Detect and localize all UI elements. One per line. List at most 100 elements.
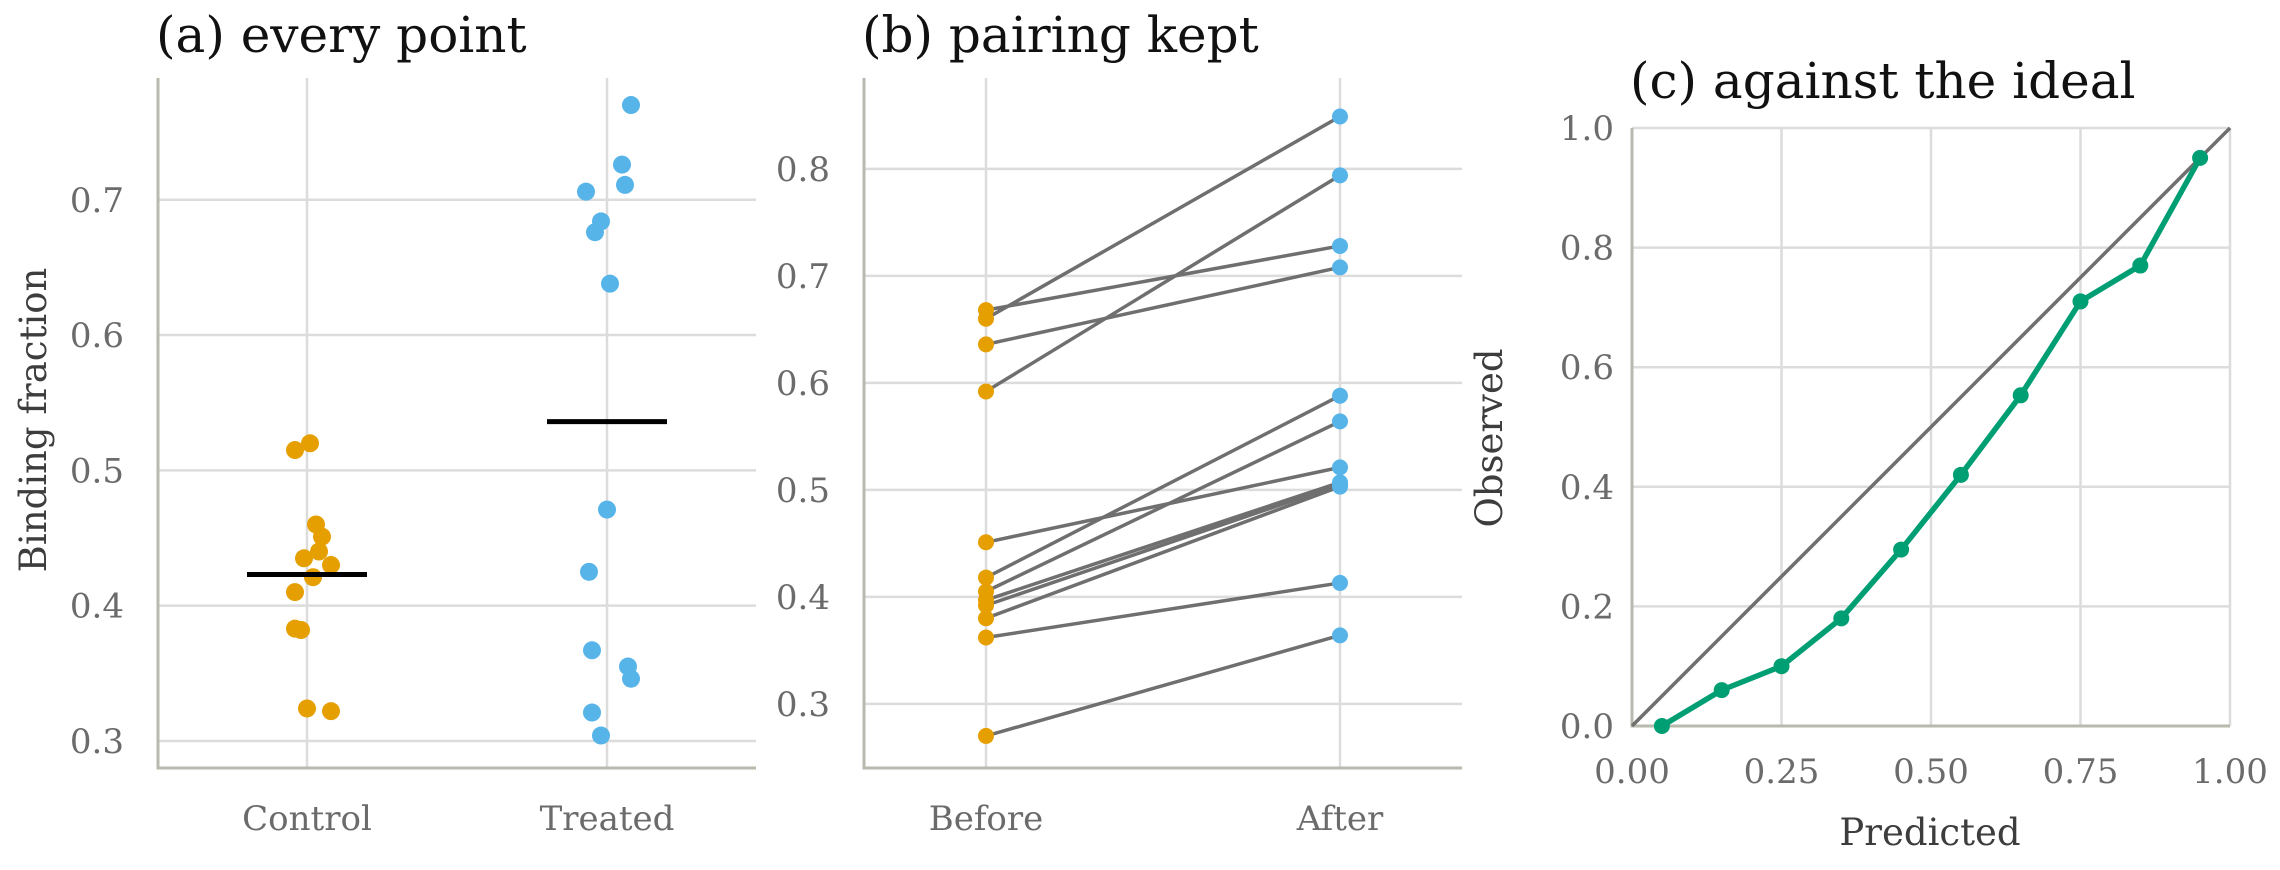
panel-b-point-after (1332, 259, 1348, 276)
panel-a-point-control (304, 568, 322, 587)
panel-b-pair-line (985, 482, 1341, 608)
panel-b-point-before (978, 597, 994, 614)
panel-b-point-after (1332, 108, 1348, 125)
panel-c-x-tick-label: 0.50 (1893, 752, 1969, 792)
panel-c-point (2012, 387, 2029, 404)
panel-a-point-treated (616, 175, 634, 194)
panel-c-title: (c) against the ideal (1630, 52, 2136, 110)
panel-c-point (1833, 610, 1850, 627)
panel-b-point-after (1332, 167, 1348, 184)
panel-b-pair-line (985, 244, 1341, 312)
panel-a-point-control (292, 621, 310, 639)
panel-b-y-tick-label: 0.4 (776, 578, 830, 618)
panel-c-x-axis-label: Predicted (1839, 811, 2020, 854)
panel-b-pair-line (985, 394, 1341, 580)
panel-a-x-tick-label: Control (242, 799, 372, 839)
panel-c-y-tick-label: 0.8 (1560, 229, 1614, 269)
panel-b-point-after (1332, 413, 1348, 430)
panel-a-point-treated (583, 641, 601, 660)
panel-c-y-tick-label: 0.4 (1560, 468, 1614, 508)
panel-c-x-tick-label: 0.00 (1594, 752, 1670, 792)
panel-a-y-tick-label: 0.6 (70, 316, 124, 356)
panel-b-point-before (978, 610, 994, 627)
panel-b-point-after (1332, 574, 1348, 591)
panel-b-point-before (978, 336, 994, 353)
panel-c-point (1893, 541, 1910, 558)
panel-a: (a) every point Binding fraction 0.3 0.4 0… (12, 6, 756, 839)
panel-c-point (1653, 718, 1670, 734)
panel-c-y-axis-label: Observed (1468, 348, 1511, 527)
panel-b-y-tick-label: 0.5 (776, 471, 830, 511)
panel-a-point-treated (613, 155, 631, 174)
panel-a-point-control (322, 556, 340, 575)
panel-b-pair-line (985, 173, 1341, 393)
panel-a-point-control (286, 583, 304, 602)
panel-b-pair-line (985, 485, 1341, 620)
panel-b-pair-line (985, 633, 1341, 738)
panel-b-pair-line (985, 265, 1341, 347)
panel-c-x-tick-label: 1.00 (2192, 752, 2268, 792)
panel-c-point (2132, 257, 2149, 274)
panel-c-y-tick-label: 0.2 (1560, 587, 1614, 627)
panel-b-point-after (1332, 476, 1348, 493)
panel-b-pair-line (985, 480, 1341, 602)
panel-b-y-tick-label: 0.6 (776, 364, 830, 404)
panel-c-point (2192, 149, 2209, 166)
panel-b-point-after (1332, 387, 1348, 404)
panel-a-point-treated (598, 500, 616, 519)
panel-b-title: (b) pairing kept (862, 6, 1259, 64)
panel-a-point-control (310, 542, 328, 561)
panel-b-point-before (978, 569, 994, 586)
panel-a-x-tick-label: Treated (540, 799, 675, 839)
panel-a-point-control (298, 699, 316, 718)
panel-c: (c) against the ideal Predicted Observed… (1468, 52, 2268, 854)
panel-a-point-treated (583, 703, 601, 722)
panel-b-point-before (978, 383, 994, 400)
panel-a-y-tick-label: 0.7 (70, 181, 124, 221)
panel-c-ideal-line (1630, 126, 2232, 728)
panel-b-x-tick-label: After (1296, 799, 1384, 839)
panel-b-pair-line (985, 114, 1341, 321)
panel-c-y-tick-label: 0.0 (1560, 707, 1614, 747)
panel-b-point-before (978, 727, 994, 744)
panel-b-point-after (1332, 627, 1348, 644)
panel-a-point-treated (622, 96, 640, 115)
panel-c-point (2072, 293, 2089, 310)
panel-a-point-treated (601, 274, 619, 293)
panel-a-point-control (286, 441, 304, 460)
panel-c-x-tick-label: 0.75 (2043, 752, 2119, 792)
panel-a-y-tick-label: 0.3 (70, 722, 124, 762)
panel-a-y-tick-label: 0.4 (70, 587, 124, 627)
panel-a-point-treated (592, 726, 610, 745)
panel-a-point-control (313, 527, 331, 546)
panel-c-calibration-curve (1660, 156, 2203, 729)
panel-c-x-tick-label: 0.25 (1744, 752, 1820, 792)
panel-c-point (1773, 658, 1790, 675)
panel-b: (b) pairing kept 0.3 0.4 0.5 0.6 0.7 0.8 Befor… (776, 6, 1462, 839)
panel-a-title: (a) every point (156, 6, 527, 64)
panel-b-point-before (978, 629, 994, 646)
panel-b-y-tick-label: 0.8 (776, 150, 830, 190)
panel-b-x-tick-label: Before (929, 799, 1044, 839)
panel-b-point-after (1332, 459, 1348, 476)
panel-c-point (1713, 682, 1730, 699)
panel-a-point-treated (577, 182, 595, 201)
panel-a-point-control (301, 434, 319, 453)
panel-c-point (1952, 466, 1969, 483)
panel-c-y-tick-label: 0.6 (1560, 348, 1614, 388)
panel-b-point-before (978, 302, 994, 319)
panel-a-point-control (295, 549, 313, 568)
panel-a-point-control (322, 702, 340, 721)
panel-a-point-treated (580, 562, 598, 581)
panel-a-point-treated (586, 223, 604, 242)
panel-b-point-after (1332, 237, 1348, 254)
panel-b-y-tick-label: 0.3 (776, 685, 830, 725)
panel-a-y-axis-label: Binding fraction (12, 268, 55, 573)
panel-b-pair-line (985, 581, 1341, 640)
panel-b-pair-line (985, 465, 1341, 544)
panel-b-y-tick-label: 0.7 (776, 257, 830, 297)
panel-c-y-tick-label: 1.0 (1560, 109, 1614, 149)
panel-b-point-before (978, 534, 994, 551)
panel-a-point-treated (622, 669, 640, 688)
